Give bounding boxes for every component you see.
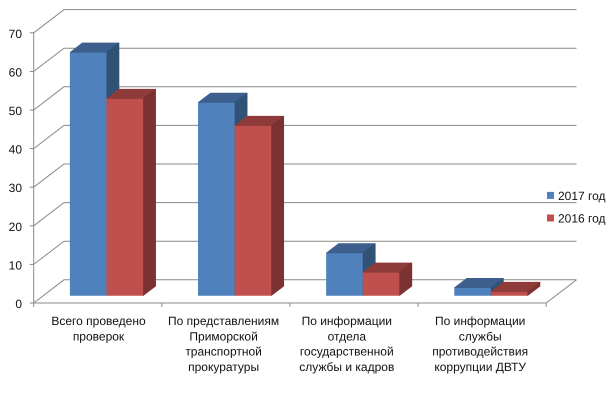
svg-text:государственной: государственной <box>300 345 394 359</box>
svg-text:10: 10 <box>9 258 23 272</box>
svg-text:прокуратуры: прокуратуры <box>188 360 259 374</box>
svg-text:По представлениям: По представлениям <box>168 314 279 328</box>
svg-text:2017 год: 2017 год <box>558 189 606 203</box>
svg-text:0: 0 <box>15 297 22 311</box>
svg-text:проверок: проверок <box>73 329 125 343</box>
svg-text:противодействия: противодействия <box>432 345 528 359</box>
svg-text:транспортной: транспортной <box>185 345 262 359</box>
svg-text:По информации: По информации <box>302 314 392 328</box>
svg-text:отдела: отдела <box>328 329 367 343</box>
svg-text:коррупции ДВТУ: коррупции ДВТУ <box>434 360 526 374</box>
svg-text:70: 70 <box>9 27 23 41</box>
svg-text:30: 30 <box>9 181 23 195</box>
svg-text:службы: службы <box>459 329 502 343</box>
svg-text:2016 год: 2016 год <box>558 211 606 225</box>
svg-text:60: 60 <box>9 65 23 79</box>
svg-text:Всего проведено: Всего проведено <box>51 314 146 328</box>
svg-text:Приморской: Приморской <box>189 329 257 343</box>
svg-text:По информации: По информации <box>435 314 525 328</box>
svg-text:службы и кадров: службы и кадров <box>299 360 394 374</box>
svg-text:20: 20 <box>9 220 23 234</box>
svg-text:40: 40 <box>9 143 23 157</box>
svg-text:50: 50 <box>9 104 23 118</box>
